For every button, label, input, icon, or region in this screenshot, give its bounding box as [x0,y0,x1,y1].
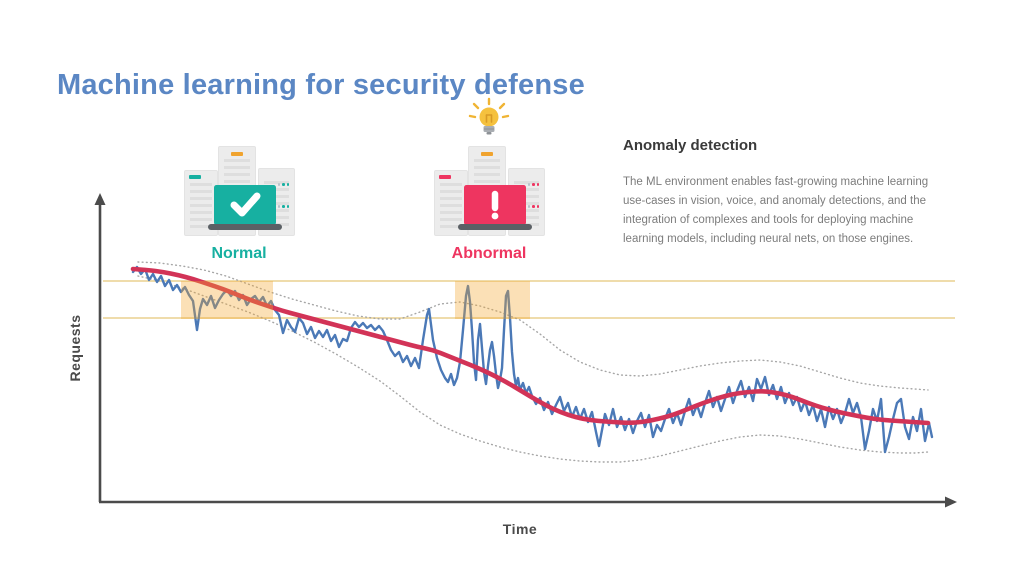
y-axis-label: Requests [67,314,83,382]
series-trend [130,266,931,426]
x-axis-label: Time [502,521,538,537]
server-slots [440,183,462,230]
normal-servers-figure [182,146,296,241]
panel-heading: Anomaly detection [623,137,758,154]
exclamation-icon [491,190,499,220]
server-slots [190,183,212,230]
abnormal-label: Abnormal [451,245,527,262]
laptop-base [458,224,532,230]
normal-label: Normal [211,245,267,262]
led-dots [527,205,539,208]
check-icon [230,192,261,217]
led-dots [277,205,289,208]
led-dots [527,183,539,186]
y-axis-arrow [94,193,106,205]
series-upper-envelope [137,261,929,391]
server-status-chip [439,175,451,179]
server-status-chip [481,152,493,156]
server-status-chip [231,152,243,156]
x-axis-arrow [945,496,957,508]
lightbulb-icon [468,97,510,135]
laptop-screen-ok [214,185,276,225]
laptop-base [208,224,282,230]
panel-body: The ML environment enables fast-growing … [623,176,929,245]
anomaly-band [455,281,530,319]
threshold-lines [103,280,955,319]
chart-axes [94,193,957,508]
anomaly-band [181,281,273,319]
server-status-chip [189,175,201,179]
chart-series [130,261,934,463]
anomaly-bands [181,281,530,319]
abnormal-servers-figure [432,146,546,241]
page-title: Machine learning for security defense [57,69,585,102]
laptop-screen-alert [464,185,526,225]
led-dots [277,183,289,186]
